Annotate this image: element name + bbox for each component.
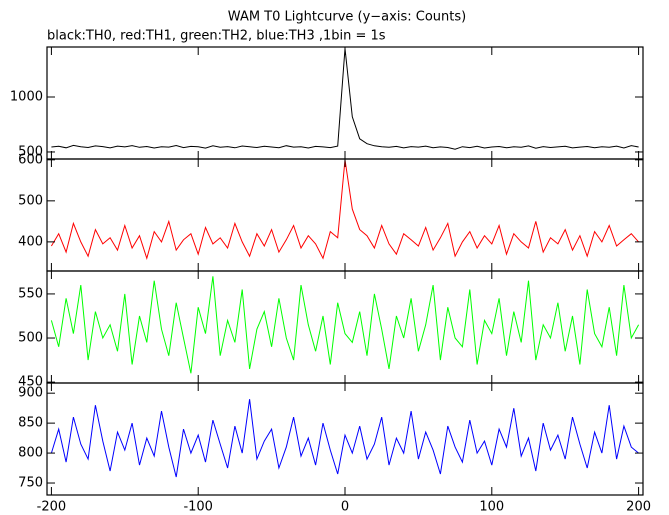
y-tick-label: 900 [18,386,43,401]
series-line [51,48,639,150]
x-tick-label: -200 [37,500,67,515]
y-tick-label: 400 [18,234,43,249]
y-tick-label: 450 [18,375,43,390]
series-line [50,276,640,374]
panel-frame [46,270,644,384]
y-tick-label: 1000 [10,90,43,105]
x-tick-label: 200 [626,500,651,515]
series-line [50,399,639,478]
y-tick-label: 800 [18,446,43,461]
x-tick-label: 0 [341,500,349,515]
y-tick-label: 550 [18,286,43,301]
y-tick-label: 500 [18,331,43,346]
y-tick-label: 500 [18,144,43,159]
y-tick-label: 500 [18,193,43,208]
x-tick-label: -100 [183,500,213,515]
chart-title: WAM T0 Lightcurve (y−axis: Counts) [228,10,466,25]
panel-frame [46,158,644,272]
y-tick-label: 600 [18,152,43,167]
series-line [50,159,639,261]
x-tick-label: 100 [479,500,504,515]
chart-subtitle: black:TH0, red:TH1, green:TH2, blue:TH3 … [47,29,386,44]
panel-frame [46,382,644,496]
y-tick-label: 850 [18,416,43,431]
panel-frame [46,46,644,160]
y-tick-label: 750 [18,476,43,491]
